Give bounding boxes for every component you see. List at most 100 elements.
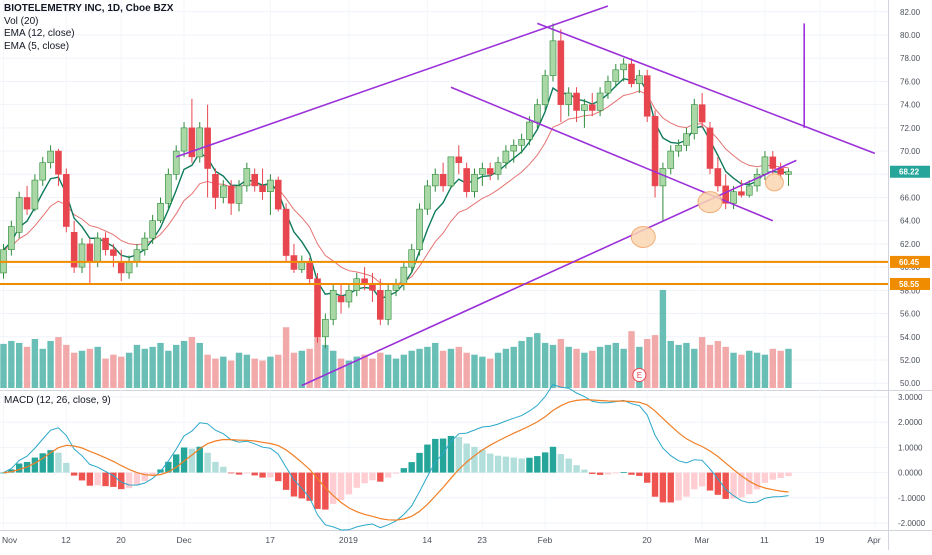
macd-histogram-bar — [102, 472, 109, 487]
volume-bar — [534, 333, 541, 388]
macd-histogram-bar — [683, 472, 690, 497]
price-tick-label: 74.00 — [900, 101, 921, 110]
volume-bar — [298, 350, 305, 388]
volume-bar — [204, 354, 211, 388]
candle-down — [337, 295, 345, 303]
candle-up — [667, 150, 675, 169]
macd-histogram-bar — [70, 472, 78, 476]
volume-bar — [63, 344, 70, 388]
candle-up — [165, 173, 172, 204]
volume-bar — [549, 344, 557, 388]
candle-down — [259, 185, 266, 192]
macd-histogram-bar — [651, 472, 659, 497]
volume-bar — [94, 346, 101, 388]
volume-bar — [118, 356, 125, 388]
volume-bar — [31, 339, 39, 388]
candle-down — [557, 40, 565, 105]
macd-histogram-bar — [518, 458, 525, 473]
macd-histogram-bar — [439, 438, 447, 473]
volume-bar — [706, 344, 714, 388]
volume-bar — [173, 344, 180, 388]
price-badge — [890, 255, 930, 268]
price-tick-label: 76.00 — [900, 77, 921, 86]
candle-down — [588, 104, 596, 111]
candle-down — [212, 173, 219, 198]
candle-down — [274, 179, 282, 210]
volume-bar — [330, 350, 337, 388]
volume-bar — [0, 343, 7, 388]
volume-bar — [110, 354, 117, 388]
candle-up — [565, 92, 573, 105]
volume-bar — [581, 352, 588, 388]
time-tick-label: 20 — [116, 535, 126, 545]
volume-bar — [785, 348, 792, 388]
candle-up — [612, 69, 620, 82]
volume-bar — [384, 354, 392, 388]
volume-bar — [471, 354, 478, 388]
macd-histogram-bar — [644, 472, 651, 483]
price-tick-label: 62.00 — [900, 240, 921, 249]
volume-bar — [761, 354, 769, 388]
macd-histogram-bar — [596, 472, 604, 475]
candle-up — [235, 185, 243, 204]
macd-histogram-bar — [565, 458, 572, 473]
macd-histogram-bar — [384, 472, 392, 478]
volume-bar — [510, 346, 517, 388]
candle-up — [267, 179, 274, 192]
candle-up — [47, 150, 54, 163]
macd-legend: MACD (12, 26, close, 9) — [4, 395, 111, 408]
price-badge-label: 58.55 — [899, 280, 920, 289]
price-badge — [890, 165, 930, 178]
volume-bar — [769, 348, 776, 388]
legend-ema5: EMA (5, close) — [4, 40, 70, 52]
candle-up — [384, 290, 392, 320]
candle-up — [78, 243, 86, 268]
macd-layer — [0, 384, 792, 531]
volume-bar — [392, 358, 400, 388]
macd-tick-label: 1.0000 — [898, 443, 923, 452]
candle-up — [636, 75, 643, 85]
macd-histogram-bar — [479, 449, 486, 473]
volume-bar — [604, 344, 612, 388]
candle-down — [102, 237, 109, 251]
price-tick-label: 50.00 — [900, 379, 921, 388]
candle-down — [738, 191, 745, 196]
volume-bar — [432, 342, 439, 388]
macd-histogram-bar — [204, 452, 211, 473]
volume-bar — [620, 348, 627, 388]
macd-histogram-bar — [416, 452, 423, 473]
price-tick-label: 80.00 — [900, 31, 921, 40]
macd-tick-label: -1.0000 — [898, 494, 926, 503]
candle-up — [133, 249, 141, 262]
price-tick-label: 52.00 — [900, 356, 921, 365]
macd-histogram-bar — [322, 472, 329, 510]
price-tick-label: 56.00 — [900, 310, 921, 319]
macd-histogram-bar — [141, 472, 148, 481]
candle-up — [94, 237, 101, 262]
candle-up — [620, 63, 627, 71]
macd-histogram-bar — [377, 472, 384, 482]
volume-bar — [565, 346, 572, 388]
candle-down — [628, 63, 635, 85]
macd-tick-label: 3.0000 — [898, 393, 923, 402]
volume-bar — [502, 348, 510, 388]
time-tick-label: 20 — [642, 535, 652, 545]
volume-bar — [337, 358, 345, 388]
macd-histogram-bar — [463, 443, 470, 473]
macd-histogram-bar — [557, 454, 565, 473]
macd-histogram-bar — [494, 455, 502, 473]
volume-bar — [596, 346, 604, 388]
candle-up — [761, 156, 769, 175]
volume-bar — [455, 346, 462, 388]
volume-bar — [408, 350, 415, 388]
time-tick-label: 14 — [422, 535, 432, 545]
candle-up — [172, 150, 180, 175]
price-tick-label: 66.00 — [900, 194, 921, 203]
macd-histogram-bar — [777, 472, 784, 479]
macd-histogram-bar — [620, 472, 627, 473]
volume-bar — [463, 352, 470, 388]
candle-up — [392, 284, 400, 291]
macd-histogram-bar — [39, 453, 46, 473]
candle-up — [533, 104, 541, 123]
macd-histogram-bar — [392, 472, 400, 474]
